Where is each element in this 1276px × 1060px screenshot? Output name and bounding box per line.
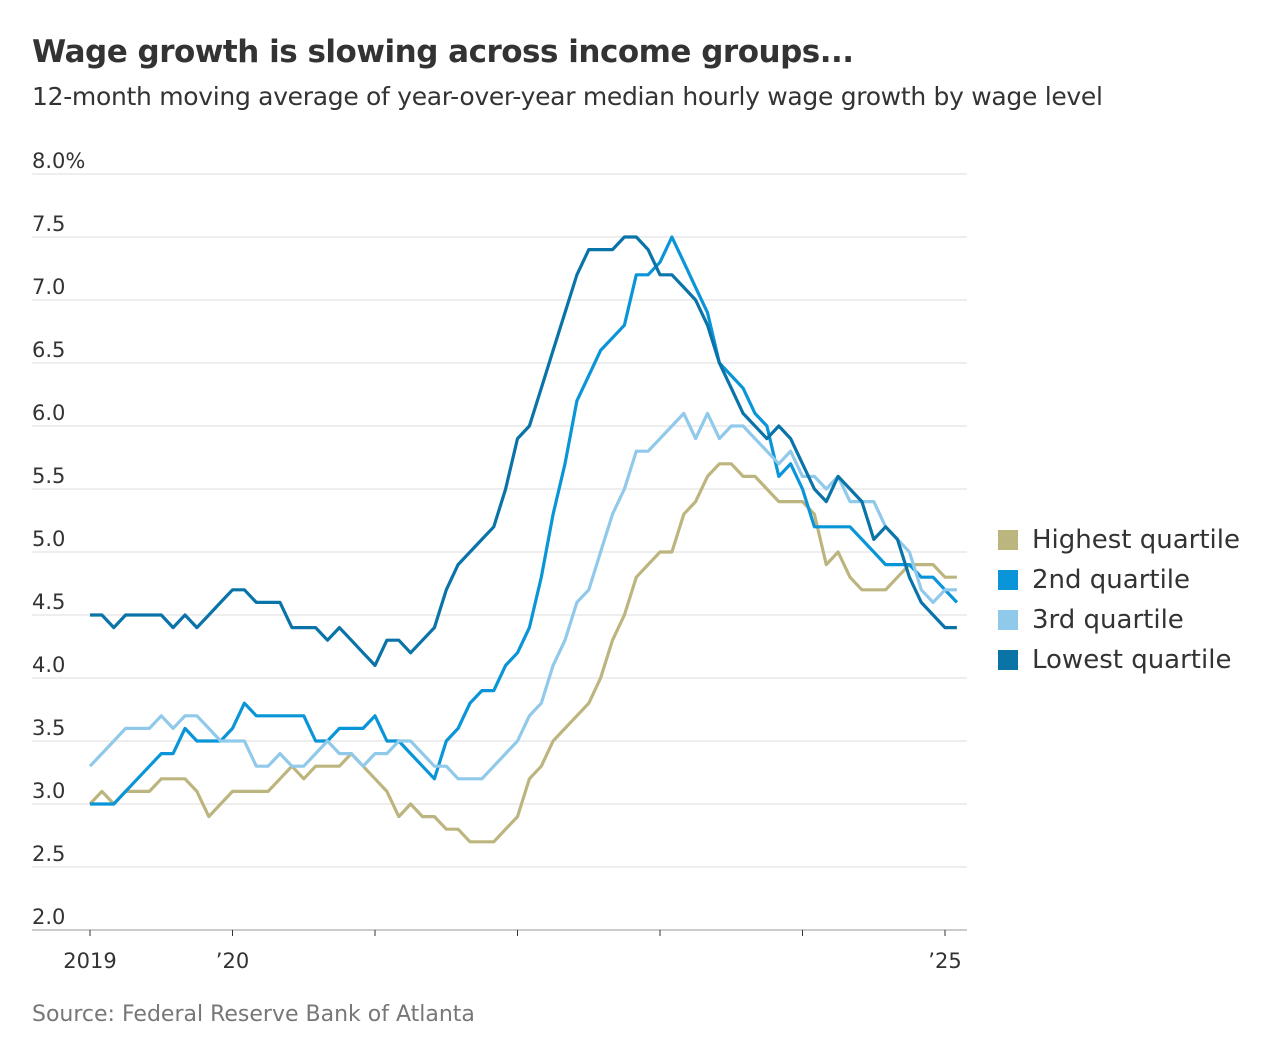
source-note: Source: Federal Reserve Bank of Atlanta — [32, 1002, 475, 1027]
y-tick-label: 8.0% — [32, 149, 85, 173]
legend-label: Highest quartile — [1032, 525, 1240, 555]
legend: Highest quartile 2nd quartile 3rd quarti… — [998, 520, 1240, 680]
y-tick-label: 4.0 — [32, 653, 65, 677]
legend-label: 2nd quartile — [1032, 565, 1191, 595]
y-tick-label: 2.5 — [32, 842, 65, 866]
legend-swatch — [998, 610, 1018, 630]
y-tick-label: 4.5 — [32, 590, 65, 614]
y-tick-label: 7.0 — [32, 275, 65, 299]
x-tick-label: 2019 — [63, 949, 116, 973]
series-line-lowest-quartile — [90, 235, 957, 668]
gridlines — [32, 173, 967, 931]
legend-label: Lowest quartile — [1032, 645, 1232, 675]
y-tick-label: 6.5 — [32, 338, 65, 362]
y-tick-label: 3.5 — [32, 716, 65, 740]
y-tick-label: 5.0 — [32, 527, 65, 551]
y-axis-tick-labels: 2.0 2.5 3.0 3.5 4.0 4.5 5.0 5.5 6.0 6.5 7.0 7.5 8.0% — [32, 149, 85, 929]
x-axis: 2019 ’20 ’25 — [63, 930, 962, 973]
legend-swatch — [998, 570, 1018, 590]
y-tick-label: 2.0 — [32, 905, 65, 929]
y-tick-label: 6.0 — [32, 401, 65, 425]
legend-item-2nd: 2nd quartile — [998, 560, 1240, 600]
series-line-3rd-quartile — [88, 411, 957, 781]
series-lines — [88, 235, 959, 844]
legend-item-highest: Highest quartile — [998, 520, 1240, 560]
series-line-highest-quartile — [88, 462, 957, 844]
chart-title: Wage growth is slowing across income gro… — [32, 34, 854, 70]
legend-swatch — [998, 650, 1018, 670]
legend-item-lowest: Lowest quartile — [998, 640, 1240, 680]
series-line-2nd-quartile — [90, 235, 959, 806]
x-tick-label: ’25 — [928, 949, 961, 973]
y-tick-label: 5.5 — [32, 464, 65, 488]
y-tick-label: 7.5 — [32, 212, 65, 236]
legend-item-3rd: 3rd quartile — [998, 600, 1240, 640]
x-tick-label: ’20 — [216, 949, 249, 973]
legend-swatch — [998, 530, 1018, 550]
chart-subtitle: 12-month moving average of year-over-yea… — [32, 82, 1103, 111]
y-tick-label: 3.0 — [32, 779, 65, 803]
legend-label: 3rd quartile — [1032, 605, 1184, 635]
